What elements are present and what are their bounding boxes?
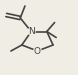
Text: N: N <box>28 27 35 36</box>
Ellipse shape <box>27 28 36 35</box>
Text: O: O <box>34 46 41 56</box>
Ellipse shape <box>33 47 42 55</box>
